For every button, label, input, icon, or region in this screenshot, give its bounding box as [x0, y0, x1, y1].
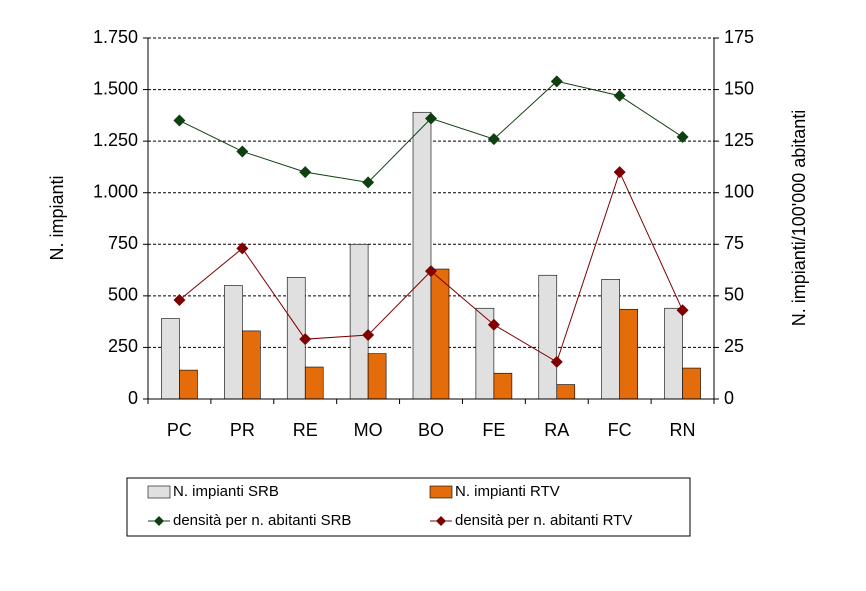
bar — [412, 111, 432, 400]
legend-label: densità per n. abitanti SRB — [173, 512, 351, 529]
y-axis-label: N. impianti — [47, 175, 67, 260]
y-tick-label: 750 — [108, 233, 138, 253]
marker — [299, 333, 312, 346]
bar — [304, 366, 324, 400]
x-tick-label: BO — [418, 420, 444, 440]
y2-tick-label: 125 — [724, 130, 754, 150]
y-tick-label: 250 — [108, 336, 138, 356]
bar — [556, 384, 576, 400]
y2-tick-label: 25 — [724, 336, 744, 356]
y-tick-label: 1.500 — [93, 78, 138, 98]
y-tick-label: 1.750 — [93, 27, 138, 47]
x-tick-label: MO — [354, 420, 383, 440]
marker — [487, 318, 500, 331]
bar — [161, 318, 180, 400]
y2-tick-label: 0 — [724, 388, 734, 408]
marker — [425, 265, 437, 278]
bar — [349, 243, 369, 400]
marker — [550, 75, 563, 88]
marker — [613, 166, 626, 179]
bar — [664, 307, 683, 400]
bar — [242, 330, 261, 400]
y2-tick-label: 75 — [724, 233, 744, 253]
bar — [224, 285, 243, 400]
marker — [487, 133, 500, 146]
marker — [173, 114, 186, 127]
marker — [173, 293, 186, 306]
x-tick-label: PC — [167, 420, 192, 440]
y2-tick-label: 100 — [724, 181, 754, 201]
marker — [550, 355, 563, 368]
y2-tick-label: 150 — [724, 78, 754, 98]
y2-tick-label: 175 — [724, 27, 754, 47]
bar — [430, 268, 450, 400]
x-tick-label: FC — [608, 420, 632, 440]
legend-marker — [436, 516, 446, 526]
marker — [362, 176, 375, 189]
marker — [676, 304, 689, 317]
bar — [538, 274, 558, 400]
bar — [367, 353, 387, 400]
bar — [619, 308, 638, 400]
x-tick-label: RE — [293, 420, 318, 440]
y-tick-label: 1.250 — [93, 130, 138, 150]
marker — [613, 89, 626, 102]
marker — [236, 242, 249, 255]
y2-tick-label: 50 — [724, 285, 744, 305]
x-tick-label: RN — [670, 420, 696, 440]
bar — [601, 279, 620, 400]
legend-box — [126, 477, 691, 537]
marker — [425, 112, 437, 125]
marker — [676, 131, 689, 144]
x-tick-label: RA — [544, 420, 569, 440]
legend-label: N. impianti RTV — [455, 483, 560, 500]
legend-label: N. impianti SRB — [173, 483, 279, 500]
bar — [493, 372, 513, 400]
marker — [362, 329, 375, 342]
y2-axis-label: N. impianti/100'000 abitanti — [789, 110, 809, 327]
marker — [236, 145, 249, 158]
y-tick-label: 1.000 — [93, 181, 138, 201]
y-tick-label: 500 — [108, 285, 138, 305]
bar — [682, 367, 701, 400]
y-tick-label: 0 — [128, 388, 138, 408]
legend-swatch — [147, 485, 171, 499]
legend-label: densità per n. abitanti RTV — [455, 512, 632, 529]
x-tick-label: PR — [230, 420, 255, 440]
marker — [299, 166, 312, 179]
legend-swatch — [429, 485, 453, 499]
legend-marker — [154, 516, 164, 526]
x-tick-label: FE — [482, 420, 505, 440]
bar — [179, 369, 198, 400]
